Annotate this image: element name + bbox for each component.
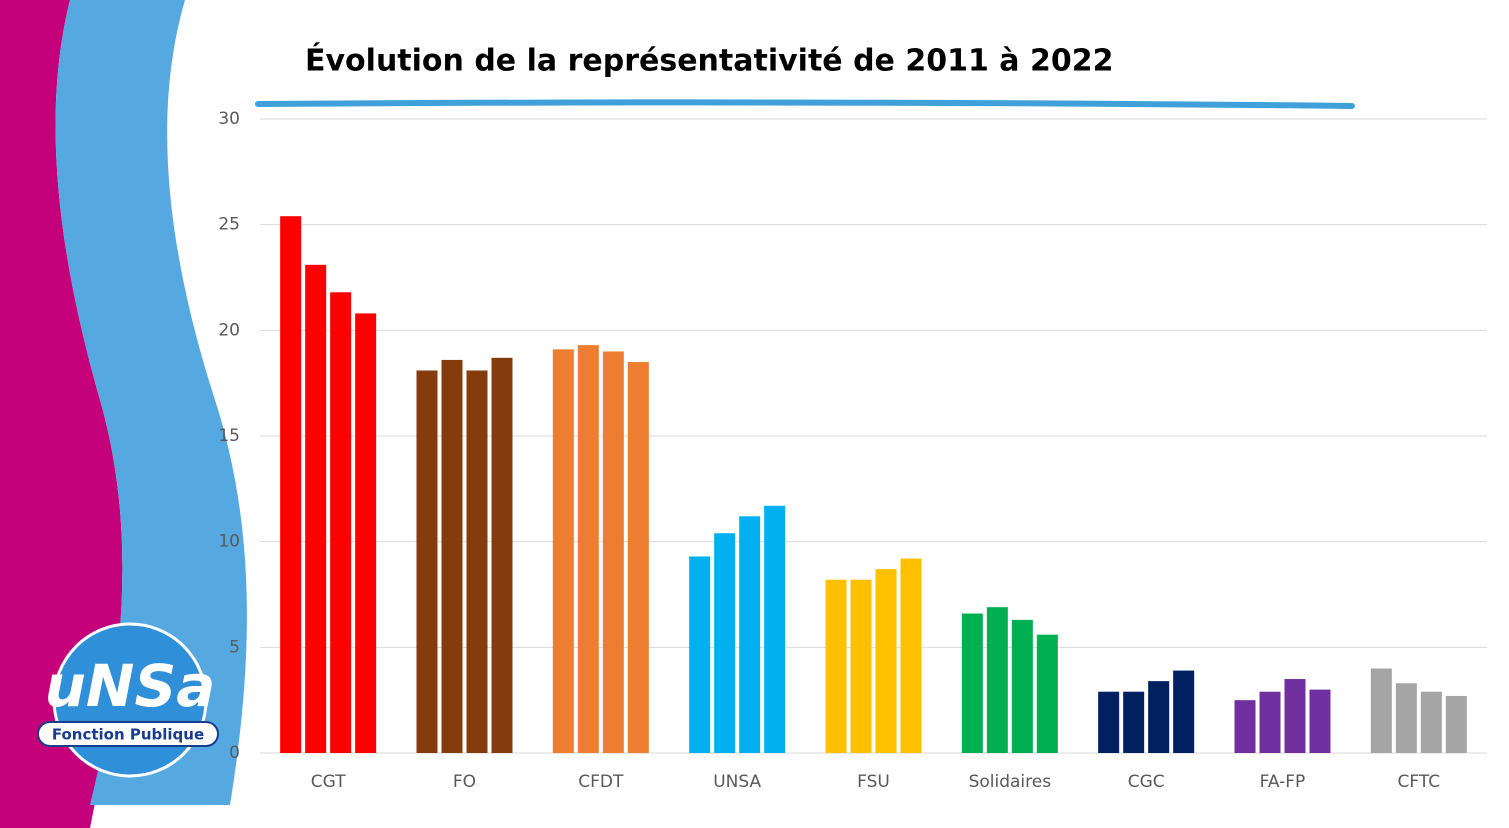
bar [714, 533, 736, 753]
bar [441, 359, 463, 753]
bar [1420, 691, 1442, 753]
chart-title: Évolution de la représentativité de 2011… [305, 43, 1113, 79]
bar [825, 579, 847, 753]
x-tick-label: UNSA [713, 772, 761, 792]
x-tick-label: FA-FP [1260, 772, 1306, 792]
bar [1284, 679, 1306, 753]
bar [1011, 619, 1033, 753]
background-blue [55, 0, 247, 805]
bar [355, 313, 377, 753]
bar [1234, 700, 1256, 753]
bar [330, 292, 352, 753]
x-tick-label: CGT [311, 772, 346, 792]
x-tick-label: CFDT [578, 772, 624, 792]
y-tick-label: 20 [218, 320, 240, 340]
x-tick-label: Solidaires [969, 772, 1052, 792]
y-tick-label: 15 [218, 426, 240, 446]
y-tick-label: 30 [218, 109, 240, 129]
bar [1445, 695, 1467, 753]
bar [416, 370, 438, 753]
logo: uNSa Fonction Publique [37, 622, 219, 778]
bar [1173, 670, 1195, 753]
x-tick-label: FSU [857, 772, 890, 792]
bar [900, 558, 922, 753]
x-tick-label: CFTC [1398, 772, 1441, 792]
bar [602, 351, 624, 753]
bar [577, 345, 599, 753]
bar [466, 370, 488, 753]
bar [1036, 634, 1058, 753]
bar [1395, 683, 1417, 753]
logo-subtitle: Fonction Publique [52, 726, 204, 744]
bar [961, 613, 983, 753]
y-tick-label: 10 [218, 532, 240, 552]
logo-text: uNSa [45, 652, 216, 720]
plot-area: 0 5 10 15 20 25 30 CGT FO CFDT UNSA FSU Solidaires CG… [218, 109, 1487, 792]
bar [491, 357, 513, 753]
bar [986, 607, 1008, 753]
bar [1148, 681, 1170, 753]
bar [875, 569, 897, 753]
bar [739, 516, 761, 753]
bar [1370, 668, 1392, 753]
logo-banner [37, 721, 219, 747]
bar [1123, 691, 1145, 753]
bar [1309, 689, 1331, 753]
y-tick-label: 5 [229, 637, 240, 657]
bar [305, 264, 327, 753]
bar [627, 362, 649, 753]
bar [1098, 691, 1120, 753]
bar [280, 216, 302, 754]
bar [1259, 691, 1281, 753]
y-tick-label: 25 [218, 215, 240, 235]
bar [552, 349, 574, 753]
x-tick-label: CGC [1128, 772, 1165, 792]
x-tick-label: FO [453, 772, 476, 792]
background-magenta [0, 0, 123, 828]
bar [850, 579, 872, 753]
y-tick-label: 0 [229, 743, 240, 763]
bar [764, 505, 786, 753]
title-underline [255, 99, 1355, 109]
bar [689, 556, 711, 753]
